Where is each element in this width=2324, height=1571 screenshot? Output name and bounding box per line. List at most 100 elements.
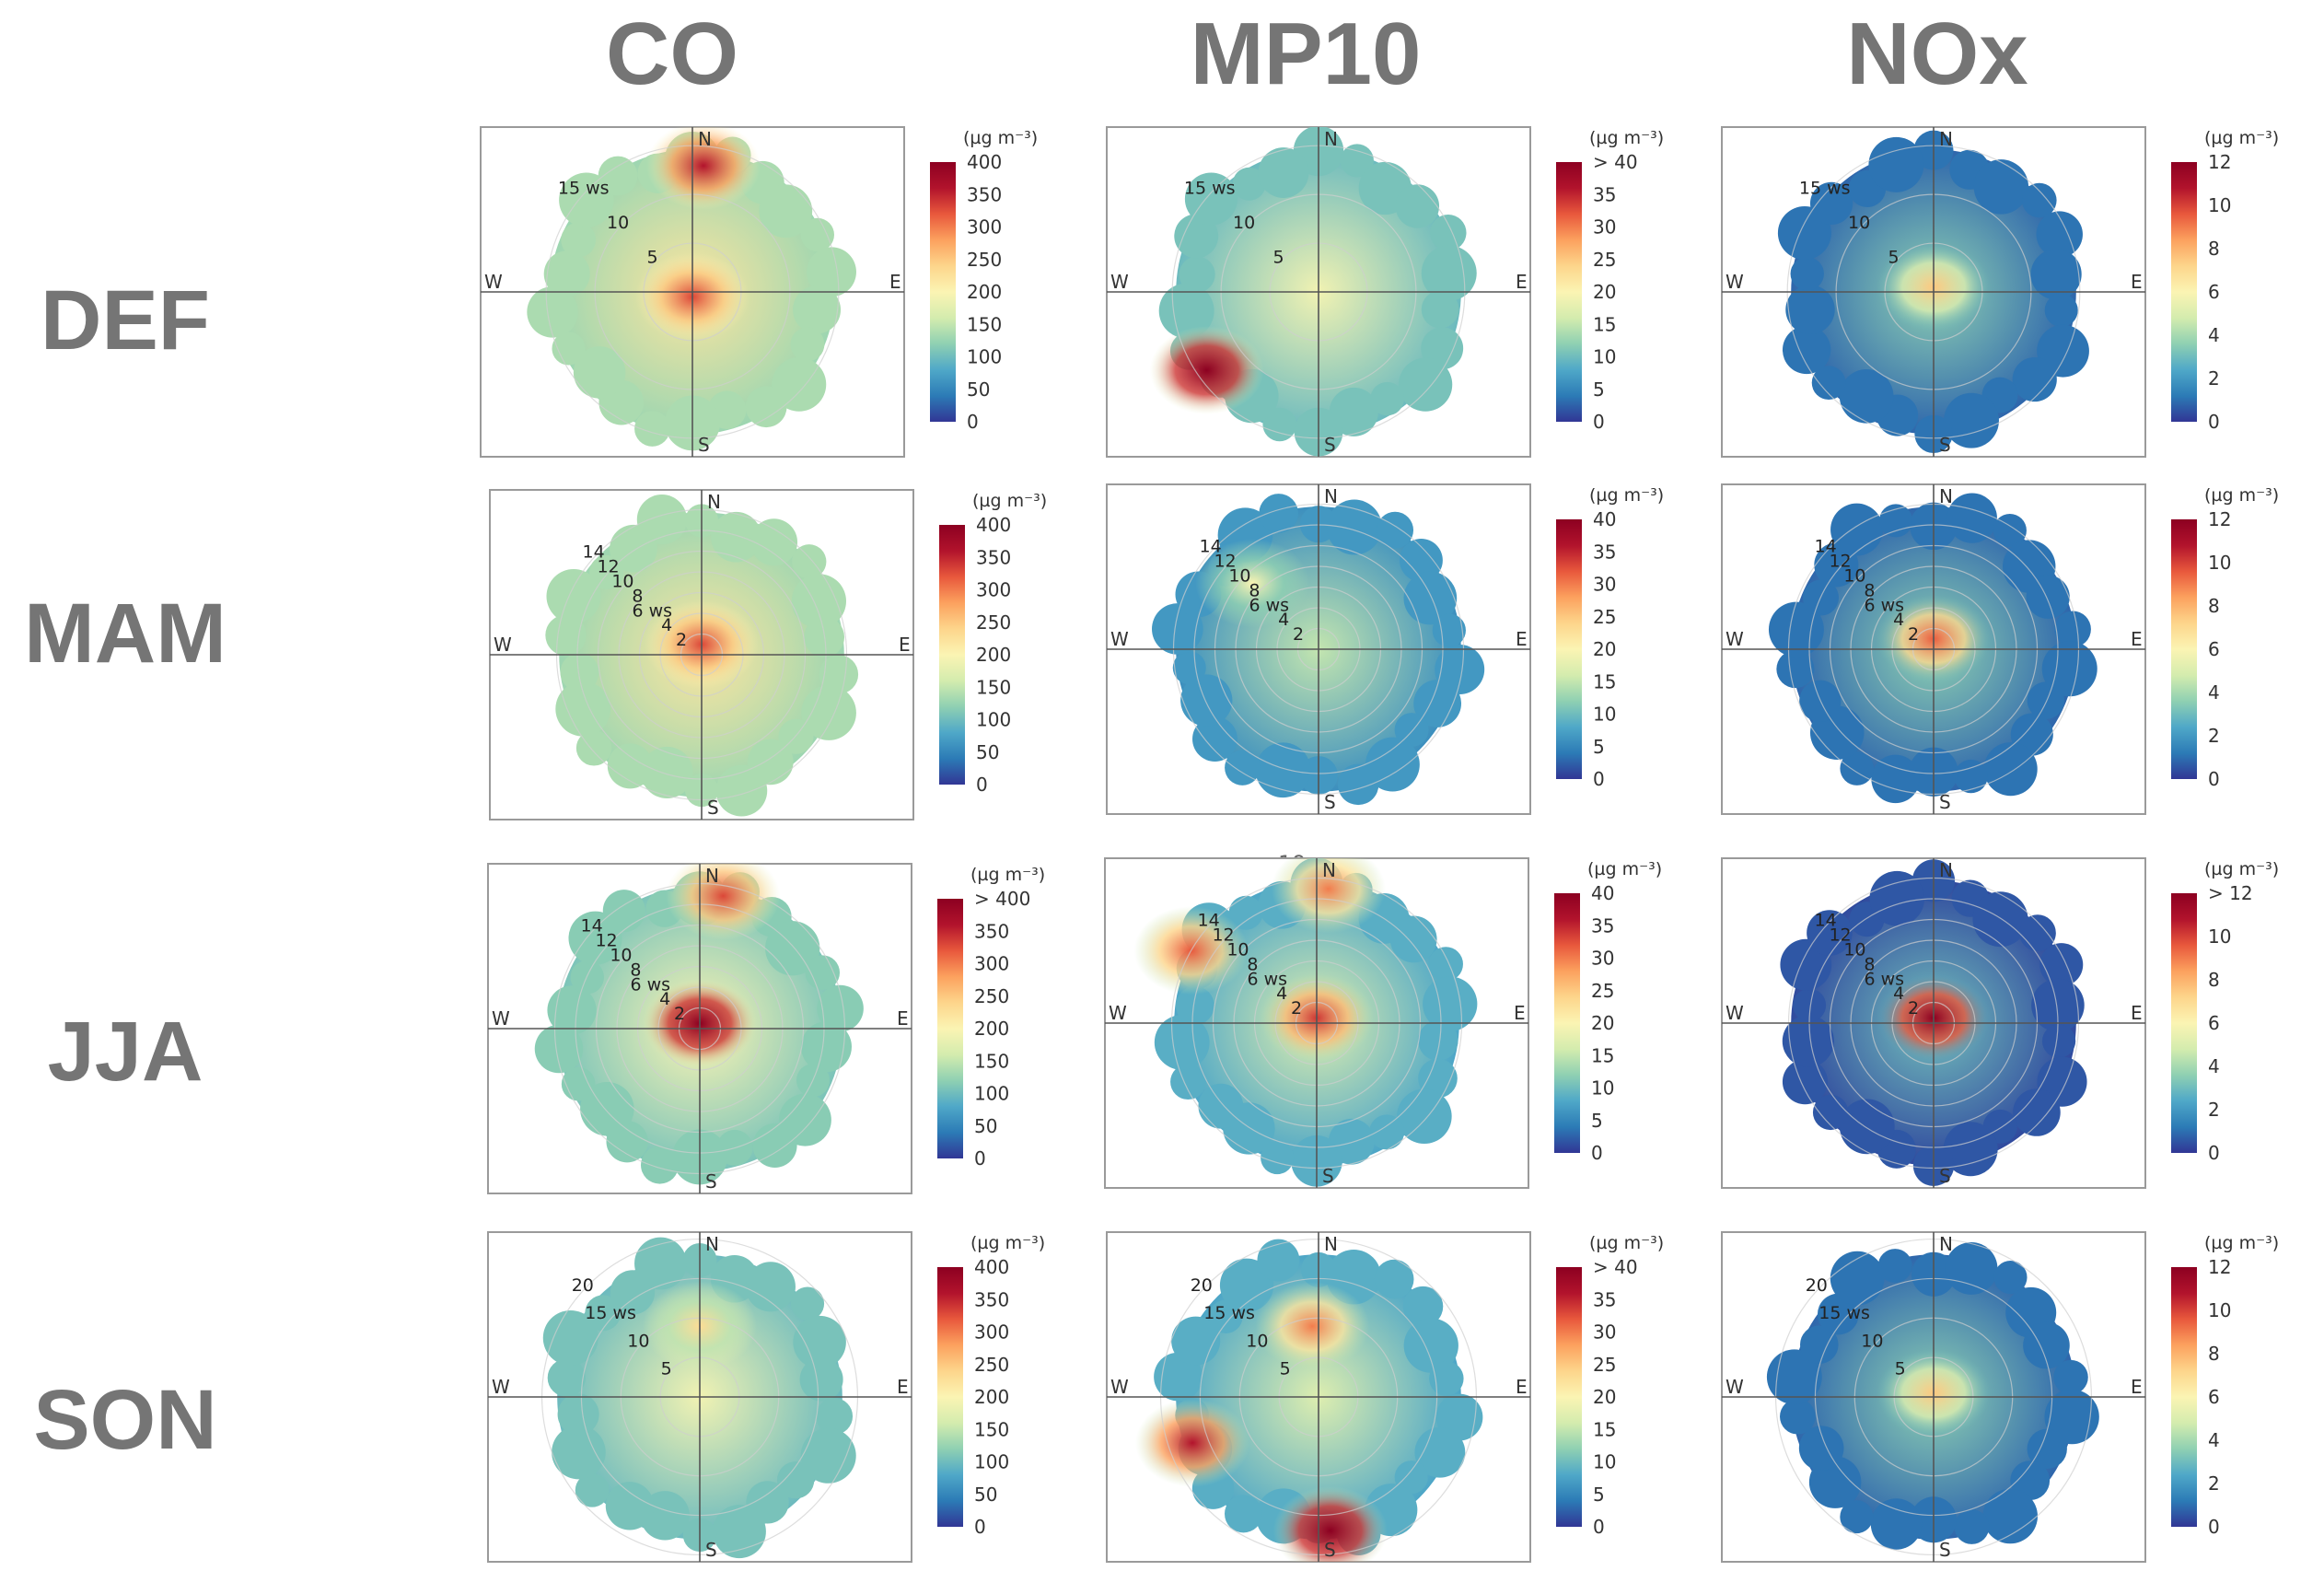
colorbar-tick: 150: [967, 313, 1002, 335]
direction-label-west: W: [1726, 1002, 1744, 1024]
polar-plot-co-def: N S E W 15 ws 10 5 (µg m⁻³) 400 350 300 250 200 150 10…: [479, 125, 1123, 466]
direction-label-south: S: [698, 434, 710, 456]
colorbar-tick: 10: [2208, 194, 2231, 216]
colorbar-tick: 300: [974, 1321, 1009, 1344]
row-header-def: DEF: [41, 273, 210, 367]
ws-label: 20: [1806, 1275, 1828, 1296]
direction-label-north: N: [705, 865, 719, 887]
polar-plot-nox-def: N S E W 15 ws 10 5 (µg m⁻³) 12 10 8 6 4 2 0: [1720, 125, 2324, 466]
colorbar-tick: 5: [1591, 1110, 1603, 1132]
colorbar-tick: 30: [1591, 948, 1614, 970]
colorbar-tick: 250: [974, 1354, 1009, 1376]
colorbar-tick: 0: [2208, 768, 2220, 790]
direction-label-south: S: [1939, 1165, 1951, 1187]
colorbar-tick: 12: [2208, 151, 2231, 173]
polar-plot-co-son: N S E W 20 15 ws 10 5 (µg m⁻³) 400 350 300 250 200 150…: [486, 1230, 1131, 1571]
colorbar-tick: > 12: [2208, 882, 2253, 904]
colorbar-tick: 0: [2208, 1516, 2220, 1538]
colorbar-tick: > 40: [1593, 1256, 1638, 1278]
colorbar-tick: 6: [2208, 1386, 2220, 1408]
colorbar-unit: (µg m⁻³): [2204, 859, 2279, 879]
ws-label: 14: [583, 542, 605, 563]
colorbar-tick: 10: [2208, 1299, 2231, 1321]
ws-label: 15 ws: [1184, 179, 1236, 199]
direction-label-south: S: [705, 1170, 717, 1193]
direction-label-west: W: [1726, 1376, 1744, 1398]
direction-label-east: E: [897, 1376, 909, 1398]
colorbar-tick: 10: [1593, 704, 1616, 726]
colorbar-tick: 10: [2208, 552, 2231, 574]
ws-label: 10: [1861, 1331, 1883, 1351]
direction-label-north: N: [707, 491, 721, 513]
direction-label-south: S: [1939, 434, 1951, 456]
direction-label-north: N: [698, 128, 712, 150]
colorbar-tick: 100: [974, 1451, 1009, 1473]
ws-label: 4: [659, 989, 670, 1009]
hotspot: [646, 127, 761, 210]
ws-label: 10: [611, 571, 633, 591]
polar-plot-nox-jja: N S E W 14 12 10 8 6 ws 4 2 (µg m⁻³) > 12 10 8 6 4 2 0: [1720, 856, 2324, 1197]
colorbar-tick: 4: [2208, 1055, 2220, 1077]
colorbar-unit: (µg m⁻³): [970, 865, 1045, 885]
colorbar-tick: 35: [1593, 183, 1616, 205]
ws-label: 12: [597, 557, 619, 577]
colorbar-tick: 40: [1591, 882, 1614, 904]
direction-label-north: N: [1324, 128, 1338, 150]
colorbar-tick: 30: [1593, 574, 1616, 596]
polar-plot-svg: N S E W 15 ws 10 5 (µg m⁻³) > 40 35 30 25 20 15 10 5 0: [1106, 126, 1664, 458]
colorbar-tick: 25: [1593, 1354, 1616, 1376]
polar-plot-svg: N S E W 15 ws 10 5 (µg m⁻³) 400 350 300 250 200 150 10…: [480, 126, 1038, 458]
direction-label-north: N: [1939, 1233, 1953, 1255]
ws-label: 12: [595, 931, 617, 951]
colorbar-tick: 25: [1593, 249, 1616, 271]
colorbar-tick: 25: [1593, 606, 1616, 628]
colorbar: [2171, 893, 2197, 1153]
colorbar-unit: (µg m⁻³): [2204, 1233, 2279, 1253]
colorbar-tick: 0: [974, 1147, 986, 1170]
colorbar-tick: 25: [1591, 980, 1614, 1002]
ws-label: 5: [1888, 248, 1900, 268]
ws-label: 12: [1212, 925, 1234, 946]
ws-label: 12: [1829, 552, 1851, 572]
colorbar-tick: 10: [1593, 346, 1616, 368]
colorbar-tick: 350: [974, 920, 1009, 942]
colorbar: [930, 162, 956, 422]
ws-label: 2: [1908, 998, 1919, 1018]
ws-label: 20: [1191, 1275, 1213, 1296]
direction-label-north: N: [1324, 485, 1338, 507]
colorbar-tick: 50: [974, 1115, 997, 1137]
colorbar-tick: 8: [2208, 1343, 2220, 1365]
direction-label-north: N: [1939, 128, 1953, 150]
ws-label: 12: [1214, 552, 1236, 572]
ws-label: 4: [1278, 610, 1289, 630]
direction-label-north: N: [1939, 859, 1953, 881]
colorbar-unit: (µg m⁻³): [970, 1233, 1045, 1253]
colorbar-tick: 10: [1593, 1451, 1616, 1473]
colorbar-tick: 150: [974, 1418, 1009, 1440]
colorbar-tick: 150: [976, 676, 1011, 698]
colorbar-tick: 4: [2208, 324, 2220, 346]
row-header-mam: MAM: [24, 587, 227, 681]
ws-label: 10: [1246, 1331, 1268, 1351]
colorbar: [937, 1267, 963, 1527]
direction-label-east: E: [889, 271, 901, 293]
column-header-nox: NOx: [1846, 5, 2028, 103]
colorbar-tick: 10: [1591, 1077, 1614, 1100]
colorbar-tick: 2: [2208, 725, 2220, 747]
ws-label: 14: [1815, 537, 1837, 557]
colorbar: [1556, 162, 1582, 422]
colorbar: [2171, 519, 2197, 779]
direction-label-east: E: [2131, 1376, 2143, 1398]
colorbar-tick: 35: [1591, 914, 1614, 937]
ws-label: 8: [1864, 580, 1875, 600]
polar-plot-mp10-son: N S E W 20 15 ws 10 5 (µg m⁻³) > 40 35 30 25 20 15 10 5 0: [1105, 1230, 1749, 1571]
hotspot: [1272, 1486, 1388, 1562]
colorbar-tick: 4: [2208, 1429, 2220, 1451]
ws-label: 10: [1228, 565, 1250, 586]
ws-label: 4: [661, 615, 672, 635]
ws-label: 6 ws: [1249, 595, 1289, 615]
colorbar-tick: 50: [967, 378, 990, 401]
direction-label-east: E: [2131, 271, 2143, 293]
